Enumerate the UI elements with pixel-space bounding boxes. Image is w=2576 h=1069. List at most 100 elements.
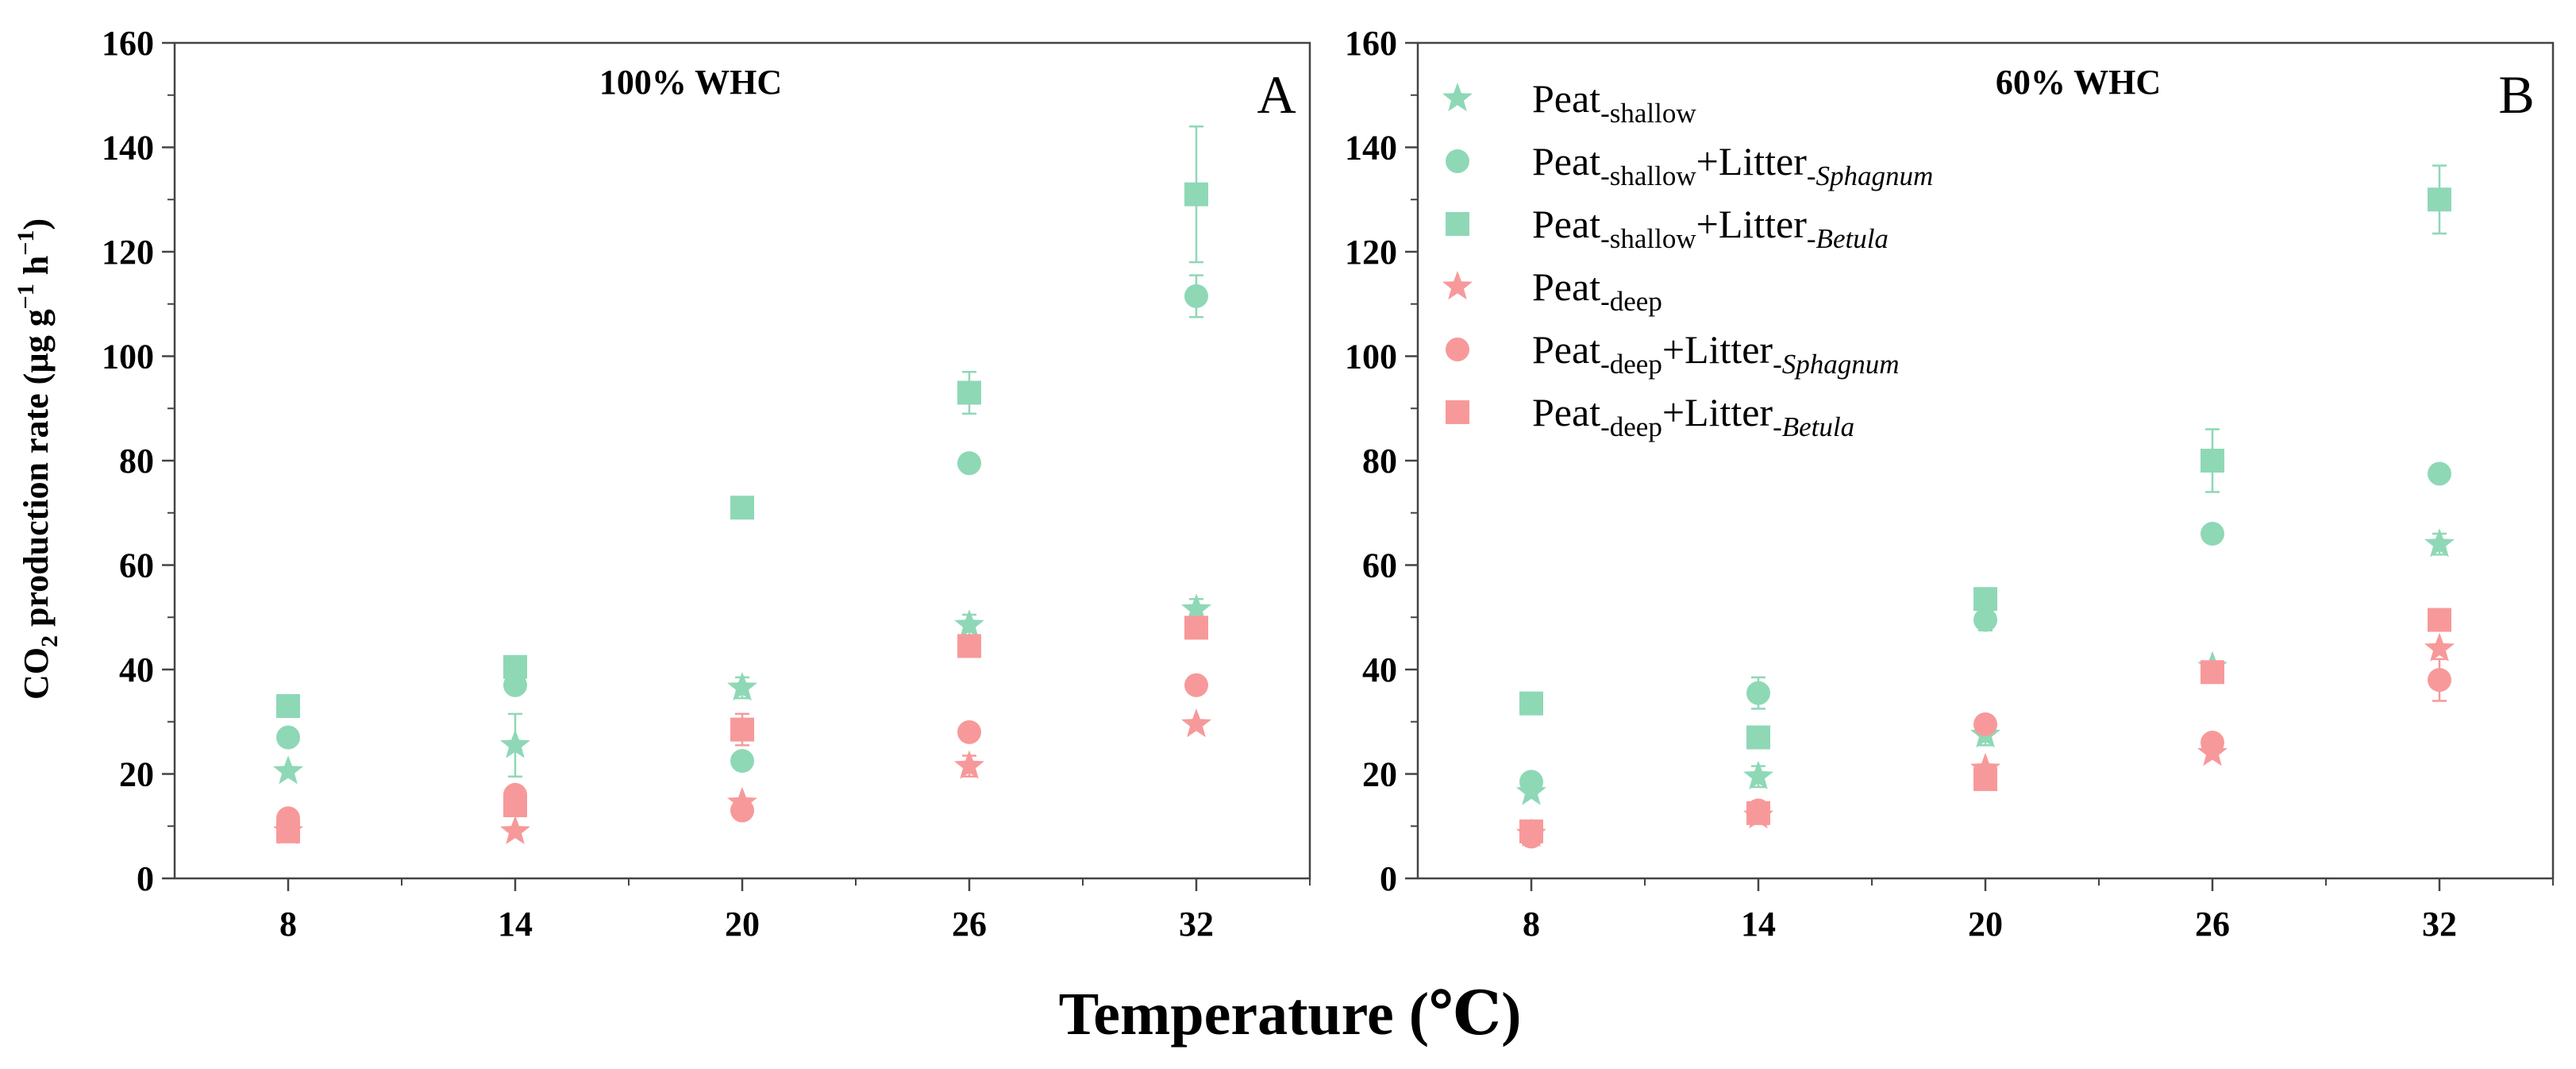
panel-a-point-peat-deep-litter-sphagnum bbox=[1184, 673, 1208, 697]
panel-a-point-peat-shallow-litter-betula bbox=[1184, 182, 1208, 206]
panel-a-y-tick-label: 120 bbox=[102, 233, 154, 272]
legend-item-main: Peat bbox=[1532, 139, 1600, 183]
legend-item-mid: +Litter bbox=[1662, 327, 1773, 372]
panel-a-y-tick-label: 80 bbox=[119, 442, 154, 480]
panel-a-point-peat-shallow-litter-betula bbox=[957, 380, 981, 405]
panel-a-letter: A bbox=[1257, 64, 1296, 125]
panel-a-x-tick-label: 8 bbox=[279, 905, 297, 944]
panel-a-point-peat-shallow bbox=[954, 609, 984, 639]
legend-item-label: Peat-shallow+Litter-Betula bbox=[1532, 202, 1889, 254]
panel-a-y-tick-label: 20 bbox=[119, 755, 154, 794]
legend-item-sub1: -shallow bbox=[1600, 98, 1696, 129]
panel-a-point-peat-deep-litter-betula bbox=[730, 717, 754, 742]
legend-item-sub2: -Betula bbox=[1807, 223, 1889, 254]
panel-b-point-peat-shallow-litter-betula bbox=[1519, 691, 1543, 716]
panel-a-y-tick-label: 100 bbox=[102, 338, 154, 376]
y-axis-title-main: CO bbox=[17, 647, 56, 700]
panel-b-point-peat-deep bbox=[2424, 632, 2455, 662]
panel-a-point-peat-shallow-litter-betula bbox=[503, 654, 527, 679]
panel-a-point-peat-deep-litter-betula bbox=[957, 634, 981, 658]
panel-b-point-peat-shallow-litter-betula bbox=[2428, 187, 2451, 212]
panel-a-point-peat-deep bbox=[954, 750, 984, 779]
panel-b-point-peat-shallow bbox=[2424, 528, 2455, 558]
y-axis-title-exp1: −1 bbox=[13, 284, 39, 309]
panel-b-axes: 0 20 40 60 80 100 120 140 160 8 14 20 26 32 bbox=[1345, 24, 2554, 944]
legend-item-sub2: -Sphagnum bbox=[1807, 160, 1933, 191]
panel-a-point-peat-shallow-litter-sphagnum bbox=[1184, 284, 1208, 308]
panel-a-point-peat-shallow bbox=[273, 755, 303, 785]
panel-b-point-peat-shallow-litter-sphagnum bbox=[2201, 522, 2224, 546]
panel-b-y-tick-label: 140 bbox=[1345, 129, 1397, 168]
legend-marker-0 bbox=[1442, 83, 1473, 112]
panel-a-point-peat-deep bbox=[500, 815, 530, 844]
legend-marker-4 bbox=[1446, 338, 1469, 361]
y-axis-title-sub: 2 bbox=[37, 635, 63, 647]
panel-b-point-peat-shallow-litter-betula bbox=[1973, 587, 1997, 612]
panel-a-point-peat-deep-litter-betula bbox=[276, 819, 300, 843]
panel-b-y-tick-label: 160 bbox=[1345, 24, 1397, 63]
panel-a-point-peat-shallow-litter-betula bbox=[730, 496, 754, 520]
panel-b-point-peat-shallow-litter-sphagnum bbox=[1973, 608, 1997, 632]
panel-b-point-peat-shallow-litter-sphagnum bbox=[2428, 461, 2451, 486]
panel-a-point-peat-deep-litter-betula bbox=[1184, 616, 1208, 640]
legend-item-main: Peat bbox=[1532, 76, 1600, 121]
legend-item-main: Peat bbox=[1532, 202, 1600, 246]
legend-item-mid: +Litter bbox=[1696, 202, 1808, 246]
legend-marker-3 bbox=[1442, 271, 1473, 300]
panel-b-point-peat-shallow-litter-betula bbox=[2201, 449, 2224, 473]
legend-item-sub2: -Sphagnum bbox=[1773, 349, 1899, 380]
y-axis-title-rest: production rate (µg g bbox=[17, 309, 56, 635]
panel-b: 0 20 40 60 80 100 120 140 160 8 14 20 26 32 60% WHC B bbox=[1345, 24, 2555, 944]
legend-item-sub1: -deep bbox=[1600, 411, 1662, 442]
panel-a-point-peat-deep bbox=[1181, 708, 1211, 738]
y-axis-title-exp2: −1 bbox=[13, 230, 39, 256]
panel-b-point-peat-deep-litter-betula bbox=[1519, 819, 1543, 843]
panel-b-point-peat-deep-litter-sphagnum bbox=[2428, 668, 2451, 693]
panel-b-y-tick-label: 20 bbox=[1362, 755, 1397, 794]
panel-a-y-tick-label: 60 bbox=[119, 546, 154, 585]
panel-b-point-peat-deep-litter-sphagnum bbox=[2201, 731, 2224, 755]
legend-item-main: Peat bbox=[1532, 264, 1600, 309]
panel-b-point-peat-deep-litter-betula bbox=[2428, 608, 2451, 632]
legend-item-main: Peat bbox=[1532, 390, 1600, 434]
panel-b-marks bbox=[1516, 164, 2455, 849]
panel-a-marks bbox=[273, 125, 1211, 844]
panel-a-y-tick-label: 40 bbox=[119, 650, 154, 689]
legend-item-label: Peat-shallow bbox=[1532, 76, 1696, 129]
panel-a-point-peat-shallow-litter-sphagnum bbox=[957, 451, 981, 476]
panel-a-point-peat-deep-litter-sphagnum bbox=[730, 798, 754, 823]
panel-b-point-peat-deep-litter-sphagnum bbox=[1973, 712, 1997, 737]
legend-item-sub1: -deep bbox=[1600, 286, 1662, 317]
legend-marker-2 bbox=[1446, 212, 1469, 236]
panel-b-y-tick-label: 120 bbox=[1345, 233, 1397, 272]
panel-b-y-tick-label: 100 bbox=[1345, 338, 1397, 376]
panel-a-x-tick-label: 14 bbox=[498, 905, 533, 944]
panel-b-x-tick-label: 26 bbox=[2195, 905, 2230, 944]
panel-a-point-peat-deep-litter-betula bbox=[503, 793, 527, 817]
panel-b-letter: B bbox=[2498, 64, 2534, 125]
panel-a-point-peat-shallow-litter-sphagnum bbox=[276, 725, 300, 750]
panel-b-point-peat-shallow-litter-sphagnum bbox=[1519, 770, 1543, 794]
panel-b-point-peat-deep-litter-betula bbox=[2201, 660, 2224, 685]
legend-item-sub1: -deep bbox=[1600, 349, 1662, 380]
panel-a-axes: 0 20 40 60 80 100 120 140 160 8 14 20 26 32 bbox=[102, 24, 1311, 944]
panel-a-point-peat-shallow bbox=[500, 729, 530, 758]
panel-b-x-tick-label: 20 bbox=[1968, 905, 2003, 944]
panel-b-point-peat-deep-litter-betula bbox=[1746, 801, 1770, 825]
legend-item-main: Peat bbox=[1532, 327, 1600, 372]
panel-b-title: 60% WHC bbox=[1996, 63, 2161, 102]
legend-marker-5 bbox=[1446, 400, 1469, 424]
panel-b-y-tick-label: 80 bbox=[1362, 442, 1397, 480]
legend-item-mid: +Litter bbox=[1696, 139, 1808, 183]
y-axis-title-mid: h bbox=[17, 256, 56, 284]
panel-a-x-tick-label: 20 bbox=[725, 905, 760, 944]
panel-b-x-tick-label: 14 bbox=[1741, 905, 1776, 944]
legend-item-label: Peat-deep bbox=[1532, 264, 1662, 317]
panel-a-y-tick-label: 140 bbox=[102, 129, 154, 168]
panel-b-y-tick-label: 40 bbox=[1362, 650, 1397, 689]
legend-marker-1 bbox=[1446, 149, 1469, 173]
panel-a-point-peat-shallow-litter-sphagnum bbox=[730, 749, 754, 774]
panel-b-x-tick-label: 32 bbox=[2422, 905, 2457, 944]
